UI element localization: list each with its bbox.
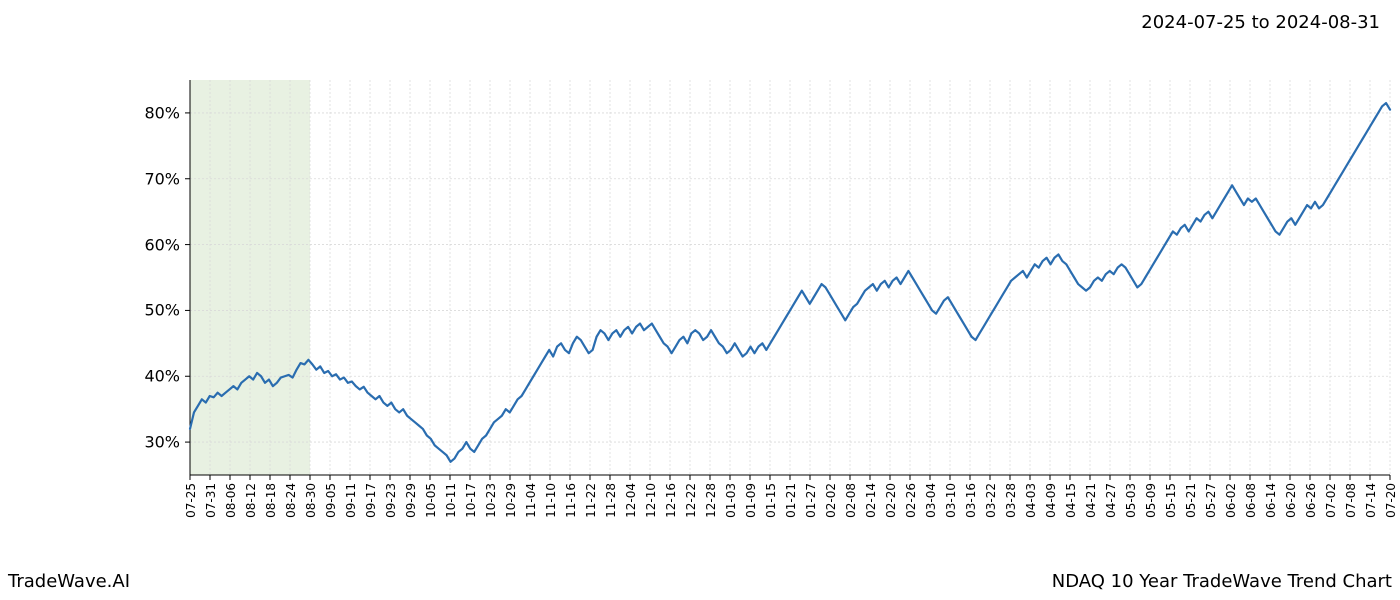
x-tick-label: 05-15 [1164, 483, 1178, 518]
x-tick-label: 11-10 [544, 483, 558, 518]
x-tick-label: 12-28 [704, 483, 718, 518]
x-tick-label: 01-21 [784, 483, 798, 518]
x-tick-label: 03-16 [964, 483, 978, 518]
x-tick-label: 03-04 [924, 483, 938, 518]
x-tick-label: 08-24 [284, 483, 298, 518]
x-tick-label: 07-20 [1384, 483, 1398, 518]
chart-svg [0, 50, 1400, 550]
y-tick-label: 30% [144, 433, 180, 452]
x-tick-label: 12-04 [624, 483, 638, 518]
date-range-label: 2024-07-25 to 2024-08-31 [1141, 12, 1380, 33]
x-tick-label: 09-17 [364, 483, 378, 518]
trend-chart: 30% 40% 50% 60% 70% 80% 07-25 07-31 08-06 08-12 08… [0, 50, 1400, 550]
x-tick-label: 07-08 [1344, 483, 1358, 518]
x-tick-label: 08-06 [224, 483, 238, 518]
chart-title-label: NDAQ 10 Year TradeWave Trend Chart [1052, 571, 1392, 592]
x-tick-label: 08-12 [244, 483, 258, 518]
x-tick-label: 02-14 [864, 483, 878, 518]
x-tick-label: 10-17 [464, 483, 478, 518]
x-tick-label: 01-03 [724, 483, 738, 518]
x-tick-label: 11-28 [604, 483, 618, 518]
x-tick-label: 09-11 [344, 483, 358, 518]
x-tick-label: 11-22 [584, 483, 598, 518]
x-tick-label: 07-31 [204, 483, 218, 518]
x-tick-label: 11-16 [564, 483, 578, 518]
x-tick-label: 12-22 [684, 483, 698, 518]
brand-label: TradeWave.AI [8, 571, 130, 592]
x-tick-label: 02-02 [824, 483, 838, 518]
x-tick-label: 06-20 [1284, 483, 1298, 518]
x-tick-label: 03-10 [944, 483, 958, 518]
x-tick-label: 04-03 [1024, 483, 1038, 518]
x-tick-label: 02-20 [884, 483, 898, 518]
x-tick-label: 04-27 [1104, 483, 1118, 518]
x-tick-label: 03-28 [1004, 483, 1018, 518]
x-tick-label: 09-29 [404, 483, 418, 518]
x-tick-label: 08-30 [304, 483, 318, 518]
x-tick-label: 11-04 [524, 483, 538, 518]
y-tick-label: 60% [144, 235, 180, 254]
x-tick-label: 12-10 [644, 483, 658, 518]
x-tick-label: 01-09 [744, 483, 758, 518]
x-tick-label: 10-11 [444, 483, 458, 518]
x-tick-label: 06-02 [1224, 483, 1238, 518]
x-tick-label: 10-05 [424, 483, 438, 518]
x-tick-label: 04-21 [1084, 483, 1098, 518]
x-tick-label: 06-26 [1304, 483, 1318, 518]
y-tick-label: 70% [144, 169, 180, 188]
y-tick-label: 80% [144, 103, 180, 122]
x-tick-label: 07-02 [1324, 483, 1338, 518]
x-tick-label: 04-09 [1044, 483, 1058, 518]
x-tick-label: 09-05 [324, 483, 338, 518]
x-tick-label: 07-25 [184, 483, 198, 518]
x-tick-label: 12-16 [664, 483, 678, 518]
y-tick-label: 40% [144, 367, 180, 386]
x-tick-label: 01-27 [804, 483, 818, 518]
x-tick-label: 04-15 [1064, 483, 1078, 518]
x-tick-label: 10-29 [504, 483, 518, 518]
x-tick-label: 05-03 [1124, 483, 1138, 518]
x-tick-label: 02-26 [904, 483, 918, 518]
x-tick-label: 08-18 [264, 483, 278, 518]
x-tick-label: 05-21 [1184, 483, 1198, 518]
x-tick-label: 06-08 [1244, 483, 1258, 518]
x-tick-label: 09-23 [384, 483, 398, 518]
x-tick-label: 06-14 [1264, 483, 1278, 518]
x-tick-label: 02-08 [844, 483, 858, 518]
x-tick-label: 01-15 [764, 483, 778, 518]
y-tick-label: 50% [144, 301, 180, 320]
x-tick-label: 05-09 [1144, 483, 1158, 518]
x-tick-label: 07-14 [1364, 483, 1378, 518]
x-tick-label: 10-23 [484, 483, 498, 518]
x-tick-label: 05-27 [1204, 483, 1218, 518]
x-tick-label: 03-22 [984, 483, 998, 518]
